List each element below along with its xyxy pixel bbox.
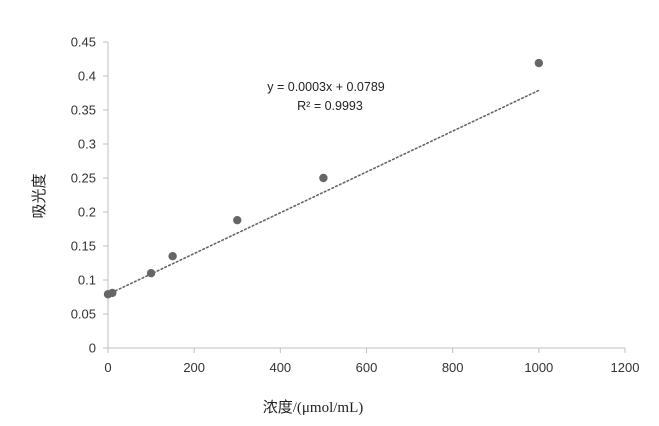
x-tick-label: 0 <box>104 360 111 375</box>
x-tick-label: 1000 <box>524 360 553 375</box>
x-tick-label: 1200 <box>611 360 640 375</box>
data-point <box>168 252 177 261</box>
trendline <box>107 89 540 296</box>
data-point <box>319 173 328 183</box>
trendline-equation: y = 0.0003x + 0.0789 <box>267 80 385 94</box>
y-tick-label: 0.3 <box>78 137 96 152</box>
y-tick-group: 0 0.05 0.1 0.15 0.2 0.25 0.3 0.35 0.4 0.45 <box>71 35 108 356</box>
y-tick-label: 0 <box>89 341 96 356</box>
x-tick-label: 400 <box>269 360 291 375</box>
r-squared-label: R² = 0.9993 <box>297 99 363 113</box>
y-tick-label: 0.35 <box>71 103 96 118</box>
y-tick-label: 0.05 <box>71 307 96 322</box>
y-tick-label: 0.45 <box>71 35 96 50</box>
data-point <box>233 215 242 225</box>
y-tick-label: 0.1 <box>78 273 96 288</box>
data-point <box>108 288 117 298</box>
x-tick-label: 800 <box>442 360 464 375</box>
data-point <box>534 58 544 68</box>
y-axis-title: 吸光度 <box>31 173 48 218</box>
y-tick-label: 0.25 <box>71 171 96 186</box>
x-axis-title: 浓度/(μmol/mL) <box>263 399 364 416</box>
data-point <box>146 269 156 278</box>
y-tick-label: 0.2 <box>78 205 96 220</box>
data-points <box>103 58 544 299</box>
y-tick-label: 0.4 <box>78 69 96 84</box>
x-tick-group: 0 200 400 600 800 1000 1200 <box>104 348 639 375</box>
y-tick-label: 0.15 <box>71 239 96 254</box>
x-tick-label: 600 <box>356 360 378 375</box>
x-tick-label: 200 <box>183 360 205 375</box>
